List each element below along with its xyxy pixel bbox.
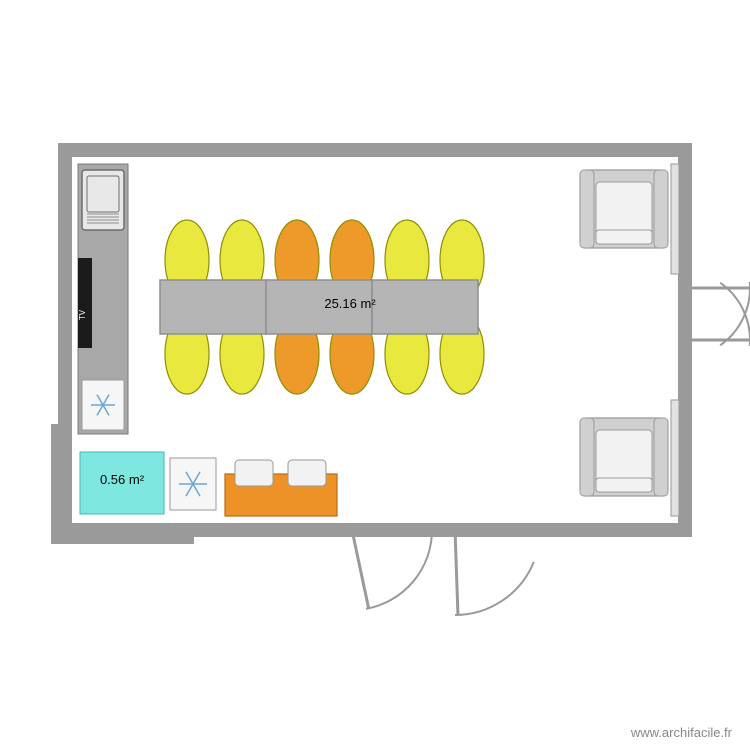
door-leaf-2 [352,530,369,608]
stool-0 [235,460,273,486]
watermark-text: www.archifacile.fr [631,725,732,740]
sink [82,170,124,230]
dining-table-segment [372,280,478,334]
closet-area-label: 0.56 m² [100,472,145,487]
armchair-0 [580,170,668,248]
dining-table-segment [160,280,266,334]
cooktop [78,258,92,348]
window-1 [671,400,679,516]
door-arc-1 [720,283,750,346]
window-0 [671,164,679,274]
door-leaf-3 [455,530,458,615]
stool-1 [288,460,326,486]
door-arc-2 [366,530,432,609]
armchair-1 [580,418,668,496]
floorplan-svg: 0.56 m² TV 25.16 m² [0,0,750,750]
main-area-label: 25.16 m² [324,296,376,311]
cooktop-label: TV [78,309,87,320]
door-arc-3 [455,562,534,615]
floorplan-canvas: 0.56 m² TV 25.16 m² www.archifacile.fr [0,0,750,750]
